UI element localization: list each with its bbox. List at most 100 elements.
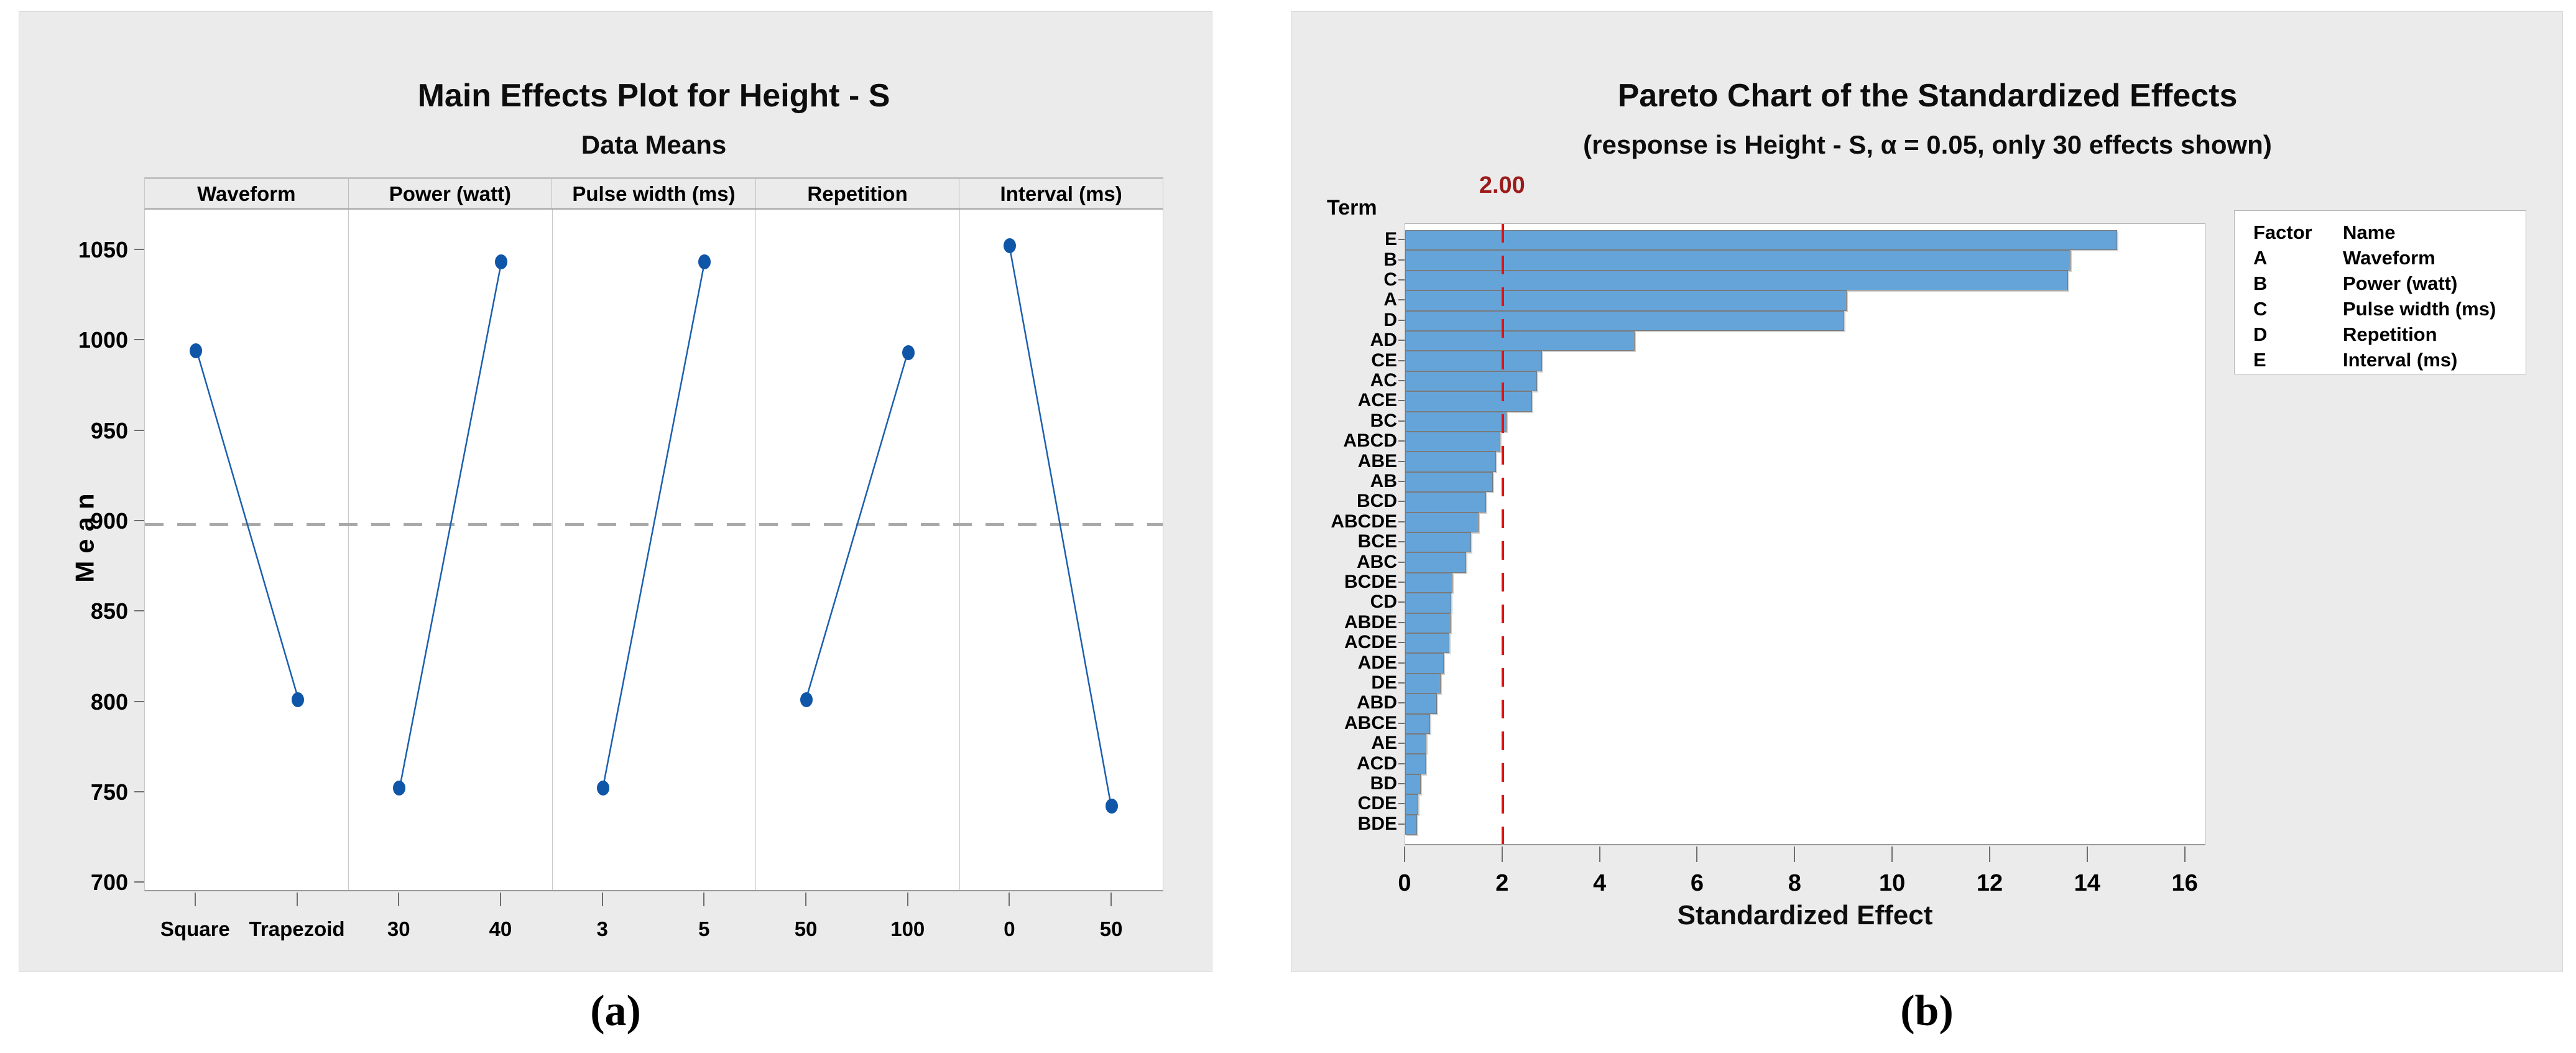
panel-header-4: Interval (ms) (1000, 182, 1122, 205)
legend-factor-name: Pulse width (ms) (2343, 297, 2496, 320)
pareto-x-tick-mark (1501, 847, 1503, 862)
panel-divider (959, 210, 960, 890)
main-effects-subtitle: Data Means (581, 130, 727, 159)
y-tick-mark (134, 610, 144, 612)
y-tick-mark (134, 429, 144, 431)
term-tick-mark (1398, 541, 1405, 543)
pareto-subtitle: (response is Height - S, α = 0.05, only … (1583, 130, 2272, 159)
pareto-bar-BCDE (1405, 572, 1453, 593)
term-tick-mark (1398, 259, 1405, 261)
panel-header-3: Repetition (756, 179, 960, 208)
pareto-bar-AC (1405, 371, 1537, 392)
y-tick-label: 700 (90, 870, 128, 896)
term-label-ABCDE: ABCDE (1331, 511, 1397, 532)
legend-row-A: A Waveform (2235, 245, 2526, 271)
pareto-bar-ABC (1405, 552, 1467, 573)
pareto-x-tick-mark (1988, 847, 1990, 862)
legend-header-factor: Factor (2253, 221, 2312, 243)
term-tick-mark (1398, 319, 1405, 321)
legend-factor-name: Interval (ms) (2343, 348, 2458, 371)
pareto-bar-BC (1405, 411, 1507, 432)
pareto-figure: Pareto Chart of the Standardized Effects… (1291, 11, 2563, 972)
main-effects-title: Main Effects Plot for Height - S (417, 78, 890, 114)
pareto-title: Pareto Chart of the Standardized Effects (1617, 78, 2238, 114)
term-tick-mark (1398, 823, 1405, 825)
caption-a: (a) (590, 987, 641, 1035)
pareto-bar-BD (1405, 774, 1421, 795)
term-tick-mark (1398, 582, 1405, 583)
pareto-x-tick-label: 16 (2171, 870, 2198, 896)
x-tick-mark (601, 893, 603, 906)
term-tick-mark (1398, 743, 1405, 745)
pareto-bar-CDE (1405, 794, 1419, 815)
pareto-x-tick-label: 14 (2074, 870, 2100, 896)
x-tick-label: 0 (1004, 917, 1015, 940)
y-tick-label: 850 (90, 598, 128, 624)
pareto-bar-ABDE (1405, 613, 1451, 633)
legend-header-row: Factor Name (2235, 220, 2526, 245)
x-tick-label: 5 (698, 917, 710, 940)
term-label-ACE: ACE (1357, 390, 1397, 411)
term-tick-mark (1398, 521, 1405, 522)
term-label-AE: AE (1371, 733, 1397, 754)
term-label-ABCD: ABCD (1343, 430, 1397, 452)
pareto-x-tick-mark (1696, 847, 1698, 862)
x-tick-mark (805, 893, 807, 906)
term-label-BC: BC (1370, 410, 1397, 431)
pareto-x-tick-label: 2 (1495, 870, 1509, 896)
legend-factor-name: Repetition (2343, 323, 2437, 345)
factor-legend: Factor Name A Waveform B Power (watt) C Pulse… (2234, 210, 2526, 374)
y-tick-label: 1050 (78, 236, 128, 262)
pareto-x-tick-label: 0 (1398, 870, 1411, 896)
x-tick-label: Trapezoid (249, 917, 345, 940)
term-label-ACD: ACD (1357, 753, 1397, 774)
x-tick-mark (398, 893, 400, 906)
data-point (1004, 238, 1017, 254)
data-point (698, 254, 711, 270)
term-label-CD: CD (1370, 591, 1397, 613)
x-tick-mark (1009, 893, 1010, 906)
pareto-term-axis-label: Term (1327, 196, 1377, 220)
x-tick-mark (907, 893, 908, 906)
y-tick-mark (134, 881, 144, 883)
legend-row-C: C Pulse width (ms) (2235, 296, 2526, 322)
term-label-ABDE: ABDE (1344, 611, 1397, 633)
term-tick-mark (1398, 340, 1405, 341)
pareto-bar-D (1405, 310, 1844, 331)
legend-row-E: E Interval (ms) (2235, 347, 2526, 373)
main-effects-figure: Main Effects Plot for Height - S Data Me… (19, 11, 1212, 972)
pareto-bar-ACD (1405, 754, 1426, 774)
legend-row-B: B Power (watt) (2235, 271, 2526, 296)
pareto-x-tick-mark (2086, 847, 2088, 862)
effect-line (805, 351, 909, 699)
pareto-bar-BDE (1405, 814, 1417, 835)
pareto-x-tick-mark (1891, 847, 1893, 862)
term-tick-mark (1398, 561, 1405, 563)
pareto-bar-DE (1405, 673, 1441, 694)
x-tick-label: 50 (794, 917, 818, 940)
term-label-ABD: ABD (1357, 692, 1397, 713)
term-label-AC: AC (1370, 370, 1397, 391)
legend-row-D: D Repetition (2235, 322, 2526, 347)
term-label-BCDE: BCDE (1344, 572, 1397, 592)
term-label-CDE: CDE (1357, 793, 1397, 814)
pareto-bar-AB (1405, 471, 1493, 493)
panel-header-2: Pulse width (ms) (552, 179, 756, 208)
pareto-x-tick-mark (1404, 847, 1405, 862)
pareto-x-tick-label: 10 (1879, 870, 1906, 896)
term-tick-mark (1398, 380, 1405, 381)
data-point (800, 692, 813, 707)
pareto-x-tick-mark (2184, 847, 2186, 862)
y-tick-mark (134, 520, 144, 522)
x-tick-mark (296, 893, 298, 906)
x-tick-mark (703, 893, 705, 906)
term-label-BD: BD (1370, 773, 1397, 794)
x-tick-label: 50 (1099, 917, 1123, 940)
term-label-BCD: BCD (1357, 491, 1397, 512)
pareto-x-tick-mark (1794, 847, 1796, 862)
data-point (902, 345, 915, 360)
main-effects-panel-header-row: Waveform Power (watt) Pulse width (ms) Repe… (144, 177, 1163, 210)
term-label-CE: CE (1371, 350, 1397, 371)
data-point (393, 781, 406, 796)
